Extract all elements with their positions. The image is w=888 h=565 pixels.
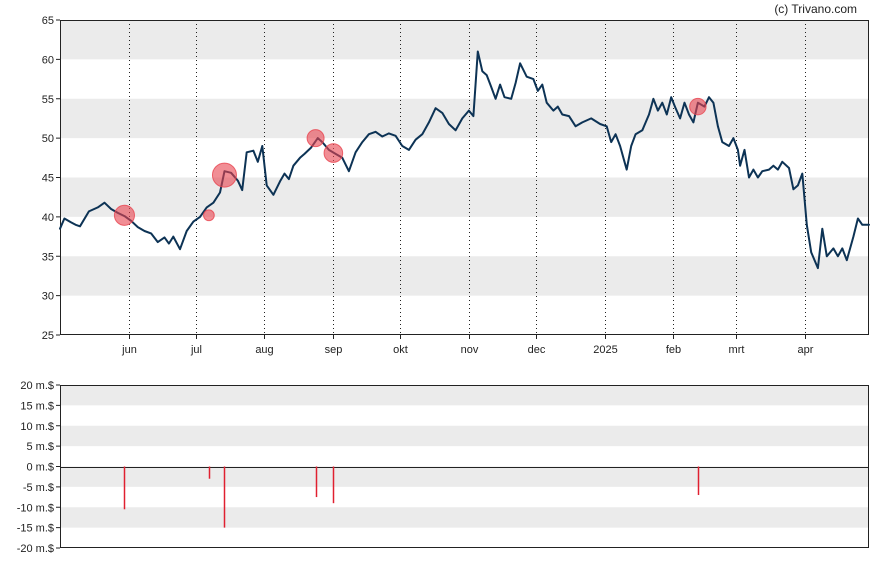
price-band (60, 20, 869, 60)
price-x-axis-ticks: jun jul aug sep okt nov dec 2025 feb mrt apr (121, 335, 814, 356)
price-y-tick-label: 60 (42, 54, 54, 66)
transaction-band (60, 507, 869, 528)
price-series-line (59, 50, 870, 270)
price-x-tick-label: okt (393, 344, 408, 356)
transaction-background-bands (60, 385, 869, 528)
insider-trade-marker (689, 97, 707, 116)
copyright-label: (c) Trivano.com (774, 2, 857, 16)
transaction-y-tick-label: 10 m.$ (20, 421, 54, 433)
price-plot-frame (60, 20, 869, 335)
price-x-tick-label: dec (528, 344, 546, 356)
insider-trade-marker (323, 143, 344, 163)
price-y-tick-label: 40 (42, 212, 54, 224)
price-y-tick-label: 30 (42, 291, 54, 303)
transaction-y-tick-label: -15 m.$ (17, 523, 54, 535)
price-y-tick-label: 25 (42, 330, 54, 342)
price-y-tick-label: 35 (42, 251, 54, 263)
transaction-y-tick-label: -5 m.$ (23, 482, 54, 494)
price-vertical-gridlines (129, 20, 806, 335)
price-band (60, 177, 869, 217)
insider-trade-marker (203, 209, 215, 222)
transaction-band (60, 466, 869, 487)
price-x-tick-label: nov (461, 344, 479, 356)
transaction-y-tick-label: 5 m.$ (26, 441, 54, 453)
price-band (60, 98, 869, 139)
price-background-bands (60, 20, 869, 296)
price-x-tick-label: apr (798, 344, 814, 356)
price-x-tick-label: sep (325, 344, 343, 356)
price-y-axis-ticks: 25 30 35 40 45 50 55 60 65 (42, 15, 60, 342)
transaction-y-tick-label: -20 m.$ (17, 543, 54, 555)
price-x-tick-label: jul (190, 344, 202, 356)
price-x-tick-label: mrt (729, 344, 745, 356)
transaction-y-axis-ticks: -20 m.$ -15 m.$ -10 m.$ -5 m.$ 0 m.$ 5 m.$ 10 … (17, 380, 60, 555)
transaction-plot-frame (60, 385, 869, 548)
price-y-tick-label: 55 (42, 94, 54, 106)
price-x-tick-label: feb (666, 344, 681, 356)
transaction-y-tick-label: 0 m.$ (26, 462, 54, 474)
transaction-y-tick-label: -10 m.$ (17, 502, 54, 514)
transaction-chart-panel: -20 m.$ -15 m.$ -10 m.$ -5 m.$ 0 m.$ 5 m.$ 10 … (17, 380, 869, 555)
price-y-tick-label: 45 (42, 173, 54, 185)
transaction-band (60, 385, 869, 406)
price-y-tick-label: 65 (42, 15, 54, 27)
transaction-y-tick-label: 20 m.$ (20, 380, 54, 392)
price-y-tick-label: 50 (42, 133, 54, 145)
transaction-band (60, 425, 869, 447)
price-chart-panel: 25 30 35 40 45 50 55 60 65 jun jul aug sep okt nov dec… (42, 15, 870, 356)
price-x-tick-label: jun (121, 344, 137, 356)
transaction-y-tick-label: 15 m.$ (20, 400, 54, 412)
insider-trade-marker (306, 129, 325, 148)
price-band (60, 256, 869, 296)
transaction-bars (123, 466, 700, 528)
price-x-tick-label: 2025 (593, 344, 617, 356)
insider-trade-marker (113, 204, 135, 226)
insider-trade-marker (211, 162, 237, 188)
price-insider-markers (113, 97, 707, 226)
price-x-tick-label: aug (255, 344, 273, 356)
